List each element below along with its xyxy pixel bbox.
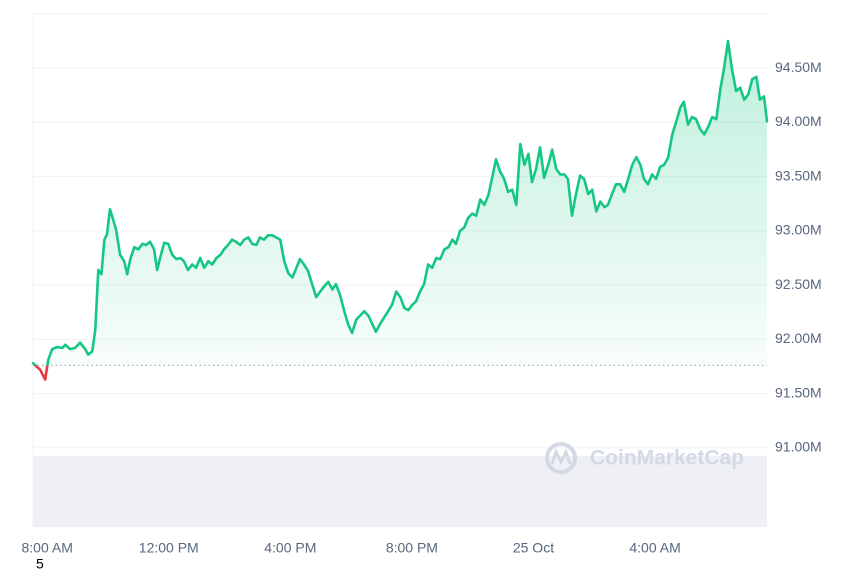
volume-band bbox=[33, 456, 767, 527]
y-tick-label: 93.00M bbox=[775, 222, 822, 238]
y-tick-label: 94.50M bbox=[775, 59, 822, 75]
footnote: 5 bbox=[36, 556, 44, 572]
x-tick-label: 8:00 AM bbox=[21, 540, 72, 556]
y-tick-label: 93.50M bbox=[775, 167, 822, 183]
x-tick-label: 4:00 AM bbox=[629, 540, 680, 556]
x-tick-label: 4:00 PM bbox=[264, 540, 316, 556]
x-tick-label: 25 Oct bbox=[513, 540, 554, 556]
y-tick-label: 94.00M bbox=[775, 113, 822, 129]
price-line bbox=[31, 39, 769, 381]
price-area bbox=[33, 41, 767, 380]
y-tick-label: 92.50M bbox=[775, 276, 822, 292]
watermark-logo bbox=[545, 442, 577, 474]
watermark-logo-mark bbox=[550, 448, 572, 466]
watermark-text: CoinMarketCap bbox=[590, 447, 744, 470]
y-tick-label: 92.00M bbox=[775, 330, 822, 346]
x-tick-label: 8:00 PM bbox=[386, 540, 438, 556]
y-tick-label: 91.50M bbox=[775, 384, 822, 400]
x-tick-label: 12:00 PM bbox=[139, 540, 199, 556]
y-tick-label: 91.00M bbox=[775, 439, 822, 455]
watermark: CoinMarketCap bbox=[545, 442, 744, 474]
